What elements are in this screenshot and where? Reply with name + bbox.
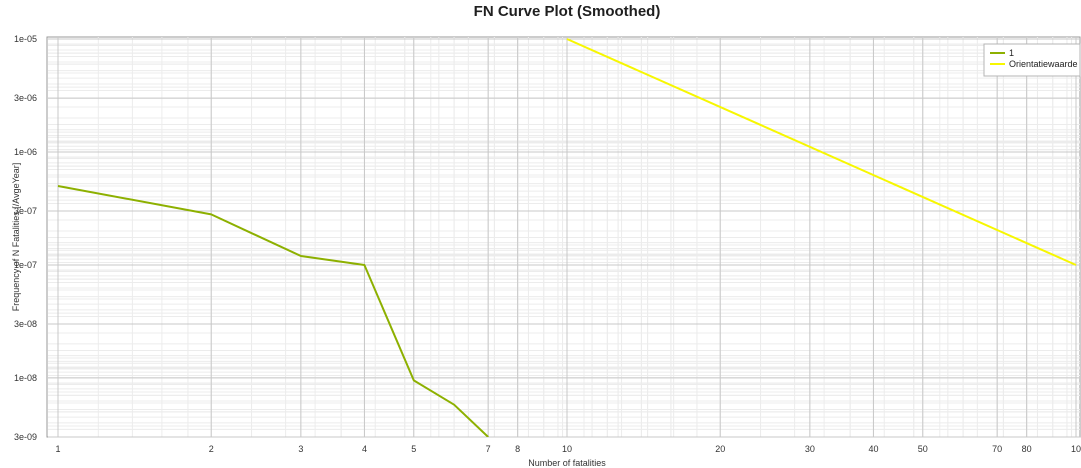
chart-title: FN Curve Plot (Smoothed) — [474, 3, 661, 20]
x-tick-label: 1 — [55, 444, 60, 454]
x-tick-label: 2 — [209, 444, 214, 454]
y-axis-ticks: 3e-09 1e-08 3e-08 1e-07 3e-07 1e-06 3e-06 1e-05 — [14, 34, 37, 442]
series-line-2 — [566, 38, 1077, 266]
x-tick-label: 8 — [515, 444, 520, 454]
x-tick-label: 40 — [868, 444, 878, 454]
x-axis-ticks: 1 2 3 4 5 7 8 10 20 30 40 50 70 80 10 — [55, 444, 1081, 454]
x-tick-label: 50 — [918, 444, 928, 454]
legend-box — [983, 43, 1081, 77]
y-axis-label: Frequency of N Fatalities [/AvgeYear] — [11, 163, 21, 312]
legend-label-1: 1 — [1009, 48, 1014, 58]
series-line-1 — [57, 185, 489, 437]
y-tick-label: 3e-06 — [14, 93, 37, 103]
y-tick-label: 1e-06 — [14, 147, 37, 157]
x-tick-label: 80 — [1022, 444, 1032, 454]
x-tick-label: 5 — [411, 444, 416, 454]
x-tick-label: 20 — [715, 444, 725, 454]
y-tick-label: 3e-07 — [14, 206, 37, 216]
y-tick-label: 3e-08 — [14, 319, 37, 329]
x-tick-label: 30 — [805, 444, 815, 454]
y-tick-label: 1e-07 — [14, 260, 37, 270]
x-tick-label: 10 — [562, 444, 572, 454]
y-tick-label: 1e-05 — [14, 34, 37, 44]
x-tick-label: 10 — [1071, 444, 1081, 454]
legend-label-2: Orientatiewaarde — [1009, 59, 1078, 69]
series-layer — [57, 38, 1077, 437]
major-gridlines — [48, 37, 1080, 438]
x-axis-label: Number of fatalities — [528, 458, 606, 468]
y-tick-label: 1e-08 — [14, 373, 37, 383]
x-tick-label: 70 — [992, 444, 1002, 454]
x-tick-label: 3 — [298, 444, 303, 454]
x-tick-label: 7 — [486, 444, 491, 454]
x-tick-label: 4 — [362, 444, 367, 454]
y-tick-label: 3e-09 — [14, 432, 37, 442]
